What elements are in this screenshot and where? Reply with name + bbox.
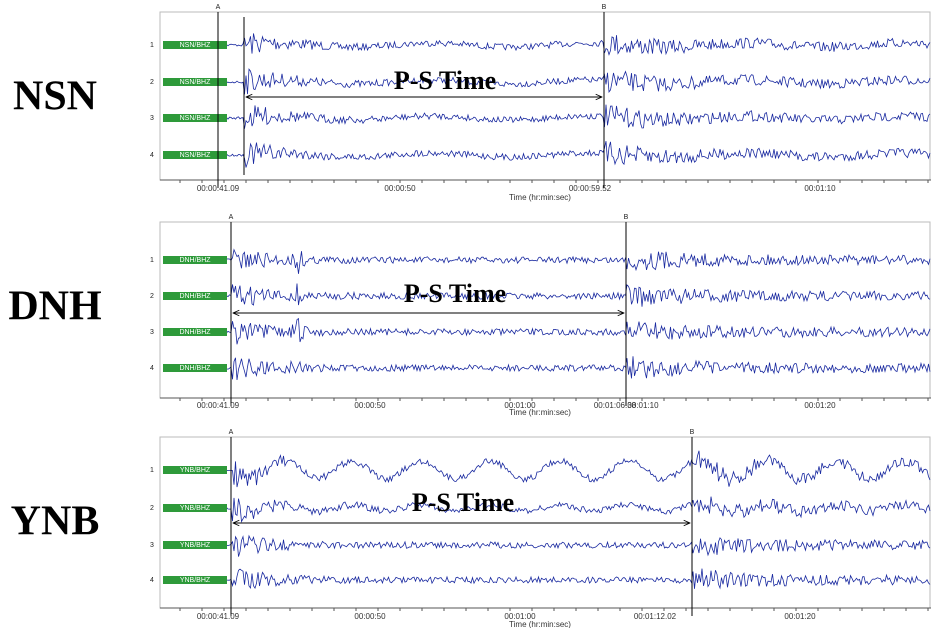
channel-badge: [163, 364, 227, 372]
channel-label: YNB/BHZ: [180, 505, 211, 512]
time-tick-label: 00:01:12.02: [634, 612, 677, 621]
channel-badge: [163, 466, 227, 474]
channel-label: YNB/BHZ: [180, 577, 211, 584]
channel-badge: [163, 256, 227, 264]
marker-a: A: [229, 429, 234, 436]
seismogram-panel: YNB YNB/BHZ 1 YNB/BHZ 2 YNB/BHZ 3 YNB/BHZ 4 A B P-S…: [11, 429, 931, 628]
time-tick-label: 00:01:10: [627, 401, 659, 410]
time-tick-label: 00:00:41.09: [197, 184, 240, 193]
channel-badge: [163, 41, 227, 49]
time-tick-label: 00:00:50: [354, 401, 386, 410]
channel-label: DNH/BHZ: [179, 329, 211, 336]
marker-a: A: [216, 4, 221, 11]
channel-badge: [163, 292, 227, 300]
channel-label: NSN/BHZ: [180, 115, 211, 122]
waveform: [179, 450, 931, 488]
ps-time-label: P-S Time: [394, 66, 496, 95]
waveform: [179, 534, 931, 557]
plot-frame: [159, 11, 931, 181]
channel-number: 2: [150, 79, 154, 86]
station-label: YNB: [11, 499, 100, 545]
channel-badge: [163, 114, 227, 122]
channel-label: NSN/BHZ: [180, 152, 211, 159]
channel-label: DNH/BHZ: [179, 257, 211, 264]
waveform: [180, 496, 931, 523]
channel-number: 2: [150, 293, 154, 300]
plot-frame: [159, 221, 931, 399]
channel-number: 3: [150, 542, 154, 549]
waveform: [179, 356, 931, 381]
time-tick-label: 00:01:20: [804, 401, 836, 410]
waveform: [179, 568, 931, 590]
marker-b: B: [624, 214, 629, 221]
channel-badge: [163, 78, 227, 86]
time-tick-label: 00:01:10: [804, 184, 836, 193]
waveform: [180, 317, 931, 345]
waveform: [180, 68, 931, 95]
channel-number: 1: [150, 257, 154, 264]
station-label: NSN: [13, 74, 97, 120]
channel-number: 3: [150, 329, 154, 336]
channel-label: NSN/BHZ: [180, 79, 211, 86]
channel-number: 4: [150, 152, 154, 159]
time-tick-label: 00:01:20: [784, 612, 816, 621]
channel-label: YNB/BHZ: [180, 467, 211, 474]
waveform: [179, 248, 931, 274]
time-tick-label: 00:00:50: [354, 612, 386, 621]
marker-b: B: [690, 429, 695, 436]
channel-badge: [163, 151, 227, 159]
time-tick-label: 00:00:59.52: [569, 184, 612, 193]
channel-number: 1: [150, 42, 154, 49]
marker-a: A: [229, 214, 234, 221]
waveform: [179, 104, 931, 129]
channel-number: 2: [150, 505, 154, 512]
time-tick-label: 00:00:50: [384, 184, 416, 193]
time-axis-label: Time (hr:min:sec): [509, 620, 571, 628]
marker-b: B: [602, 4, 607, 11]
seismogram-panel: NSN NSN/BHZ 1 NSN/BHZ 2 NSN/BHZ 3 NSN/BHZ 4 A B P-S…: [13, 4, 931, 202]
ps-time-label: P-S Time: [412, 488, 514, 517]
time-tick-label: 00:01:00: [504, 612, 536, 621]
time-tick-label: 00:00:41.09: [197, 401, 240, 410]
time-tick-label: 00:01:06.38: [594, 401, 637, 410]
waveform: [179, 33, 931, 56]
channel-number: 4: [150, 365, 154, 372]
channel-number: 1: [150, 467, 154, 474]
channel-badge: [163, 576, 227, 584]
channel-number: 4: [150, 577, 154, 584]
waveform: [179, 283, 931, 307]
channel-label: DNH/BHZ: [179, 293, 211, 300]
channel-label: DNH/BHZ: [179, 365, 211, 372]
time-axis-label: Time (hr:min:sec): [509, 408, 571, 417]
station-label: DNH: [8, 284, 101, 330]
time-tick-label: 00:01:00: [504, 401, 536, 410]
waveform: [179, 141, 931, 168]
channel-label: NSN/BHZ: [180, 42, 211, 49]
time-axis-label: Time (hr:min:sec): [509, 193, 571, 202]
seismogram-panel: DNH DNH/BHZ 1 DNH/BHZ 2 DNH/BHZ 3 DNH/BHZ 4 A B P-S…: [8, 214, 931, 417]
channel-badge: [163, 328, 227, 336]
time-tick-label: 00:00:41.09: [197, 612, 240, 621]
channel-badge: [163, 541, 227, 549]
channel-label: YNB/BHZ: [180, 542, 211, 549]
channel-number: 3: [150, 115, 154, 122]
ps-time-label: P-S Time: [404, 279, 506, 308]
channel-badge: [163, 504, 227, 512]
